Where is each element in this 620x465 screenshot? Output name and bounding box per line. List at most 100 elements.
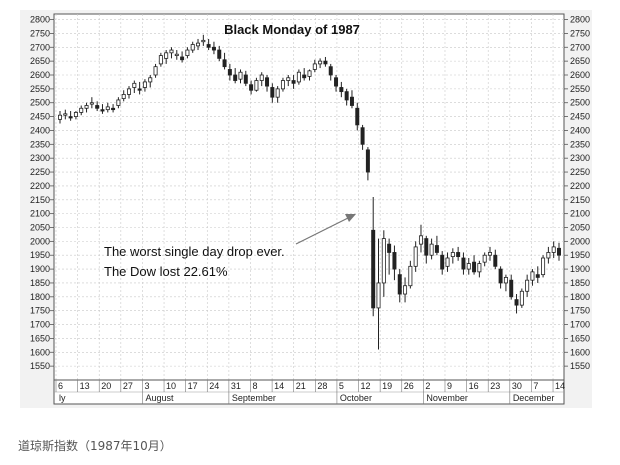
candle	[487, 246, 492, 261]
candle	[280, 77, 285, 92]
date-label: 20	[101, 381, 111, 391]
candle-body-up	[280, 80, 285, 90]
candle-body-up	[142, 81, 147, 88]
plot-area	[53, 13, 565, 381]
y-tick-label-right: 1850	[570, 278, 590, 288]
y-tick-label-right: 2550	[570, 84, 590, 94]
date-label: 12	[361, 381, 371, 391]
candle	[217, 45, 222, 62]
candle	[68, 111, 73, 121]
candle-body-up	[254, 80, 259, 91]
candle	[503, 274, 508, 292]
candle	[472, 255, 477, 275]
candle	[344, 88, 349, 106]
candle-body-up	[530, 271, 535, 281]
candle	[222, 52, 227, 70]
y-tick-label-right: 2250	[570, 167, 590, 177]
candle	[418, 224, 423, 253]
candle-body-up	[466, 263, 471, 270]
candle-body-down	[68, 116, 73, 119]
candle	[424, 235, 429, 264]
candle-body-down	[349, 96, 354, 106]
date-label: 17	[188, 381, 198, 391]
candle-body-down	[424, 238, 429, 256]
y-tick-label-left: 1750	[30, 306, 50, 316]
date-label: 23	[490, 381, 500, 391]
candle	[408, 260, 413, 289]
date-label: 7	[533, 381, 538, 391]
candle	[328, 63, 333, 81]
candle-body-down	[514, 299, 519, 306]
y-tick-label-left: 2350	[30, 139, 50, 149]
candle-body-up	[79, 107, 84, 113]
candle-body-down	[249, 84, 254, 91]
candle-body-down	[217, 49, 222, 59]
candle	[164, 50, 169, 64]
date-label: 8	[252, 381, 257, 391]
candle	[63, 109, 68, 120]
candle-body-up	[121, 94, 126, 99]
candle-body-down	[302, 74, 307, 79]
candle	[211, 41, 216, 55]
candle-body-up	[286, 77, 291, 81]
candle-body-up	[238, 71, 243, 80]
candle	[100, 104, 105, 114]
candle	[371, 197, 376, 317]
date-label: 24	[209, 381, 219, 391]
candle	[84, 102, 89, 113]
candle-body-up	[503, 277, 508, 284]
annotation-line-1: The worst single day drop ever.	[104, 244, 285, 259]
candle-body-down	[339, 87, 344, 93]
candle	[238, 69, 243, 84]
candle	[249, 80, 254, 95]
candle-body-down	[355, 107, 360, 126]
candle	[456, 246, 461, 261]
month-label: September	[232, 393, 276, 403]
date-label: 31	[231, 381, 241, 391]
candle	[265, 75, 270, 92]
date-label: 16	[469, 381, 479, 391]
candle-body-up	[413, 246, 418, 267]
annotation-line-2: The Dow lost 22.61%	[104, 264, 228, 279]
candle-body-up	[63, 113, 68, 116]
candle-body-up	[551, 246, 556, 253]
y-tick-label-left: 1850	[30, 278, 50, 288]
y-tick-label-left: 2200	[30, 181, 50, 191]
candle-body-down	[265, 77, 270, 87]
candle-body-up	[376, 282, 381, 309]
candle-body-up	[429, 243, 434, 256]
candle	[440, 251, 445, 275]
date-label: 6	[58, 381, 63, 391]
candle	[355, 102, 360, 131]
candle	[169, 47, 174, 59]
candle-body-up	[312, 63, 317, 70]
candle	[493, 249, 498, 270]
candle-body-up	[196, 42, 201, 47]
candle-body-up	[153, 66, 158, 76]
y-tick-label-left: 2300	[30, 153, 50, 163]
candle-body-down	[498, 268, 503, 284]
candle-body-down	[472, 261, 477, 273]
candle	[259, 72, 264, 87]
candle	[482, 252, 487, 267]
month-label: December	[513, 393, 555, 403]
candle-body-up	[275, 88, 280, 98]
y-tick-label-left: 1800	[30, 292, 50, 302]
date-label: 13	[80, 381, 90, 391]
candle	[535, 266, 540, 283]
candle	[339, 81, 344, 98]
candle	[158, 52, 163, 67]
date-label: 19	[382, 381, 392, 391]
candle-body-up	[450, 252, 455, 258]
candle-body-up	[403, 285, 408, 295]
candle	[466, 258, 471, 275]
y-tick-label-left: 2750	[30, 28, 50, 38]
candle	[445, 252, 450, 272]
candle-body-down	[95, 105, 100, 109]
candle	[254, 77, 259, 92]
candle-body-up	[445, 257, 450, 267]
candle	[557, 242, 561, 261]
candle-body-down	[211, 46, 216, 51]
candle-body-up	[105, 106, 110, 111]
candle-body-up	[418, 235, 423, 245]
